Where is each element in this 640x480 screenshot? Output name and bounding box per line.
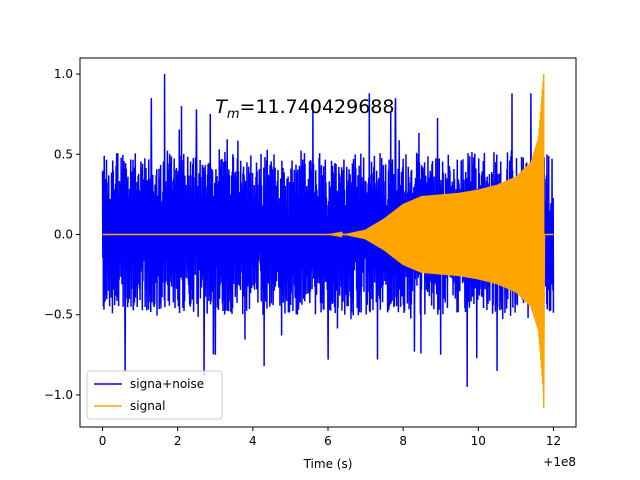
plot-area — [101, 74, 555, 408]
x-tick-label: 12 — [546, 434, 561, 448]
legend-label-signa-noise: signa+noise — [130, 377, 204, 391]
annotation-subscript: m — [227, 107, 240, 122]
x-tick-label: 2 — [174, 434, 182, 448]
y-tick-label: 0.5 — [54, 147, 73, 161]
y-tick-label: −0.5 — [44, 308, 73, 322]
x-tick-label: 0 — [99, 434, 107, 448]
legend: signa+noise signal — [86, 370, 223, 420]
legend-box — [86, 370, 223, 420]
tm-annotation: Tm=11.740429688 — [215, 96, 394, 122]
annotation-value: =11.740429688 — [240, 96, 395, 118]
y-tick-label: 1.0 — [54, 67, 73, 81]
y-tick-label: 0.0 — [54, 227, 73, 241]
y-axis: −1.0 −0.5 0.0 0.5 1.0 — [44, 67, 80, 402]
x-tick-label: 6 — [324, 434, 332, 448]
x-tick-label: 8 — [399, 434, 407, 448]
x-tick-label: 4 — [249, 434, 257, 448]
x-offset-label: +1e8 — [543, 455, 576, 469]
x-axis: 0 2 4 6 8 10 12 — [99, 427, 561, 448]
x-tick-label: 10 — [471, 434, 486, 448]
x-axis-label: Time (s) — [303, 457, 353, 471]
legend-label-signal: signal — [130, 399, 166, 413]
series-signal-line — [102, 74, 554, 408]
y-tick-label: −1.0 — [44, 388, 73, 402]
annotation-italic: T — [215, 96, 228, 118]
series-layer — [101, 74, 555, 408]
